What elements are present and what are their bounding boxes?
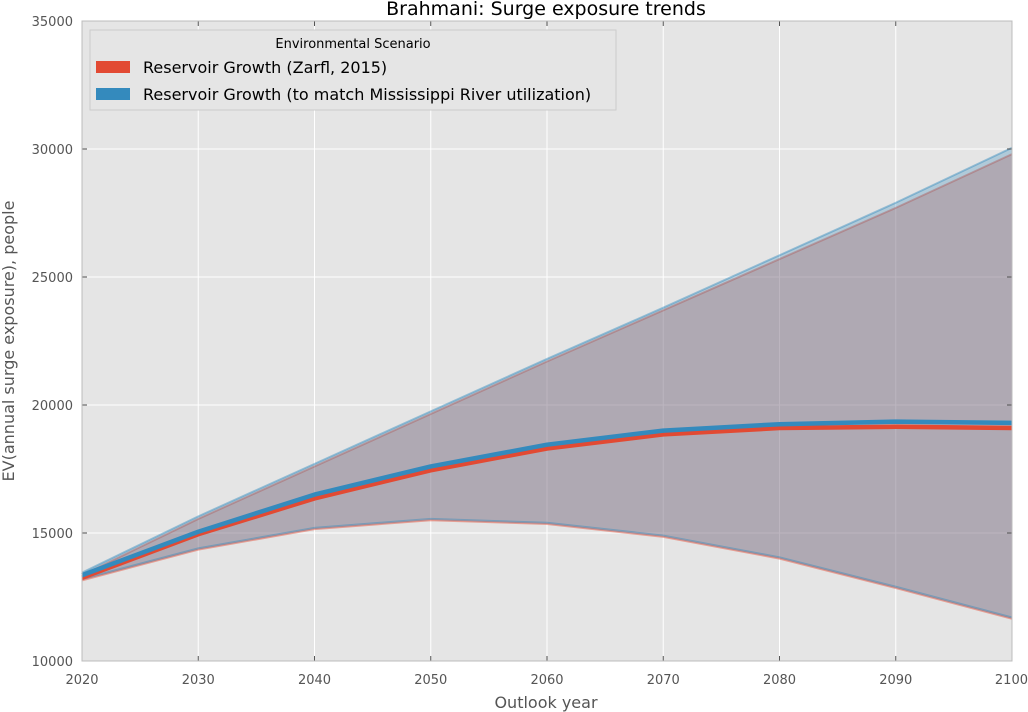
x-tick-label: 2040 xyxy=(298,673,331,688)
x-tick-label: 2070 xyxy=(647,673,680,688)
series-line-0 xyxy=(81,424,1013,580)
confidence-band-0 xyxy=(82,154,1012,619)
band-lower-edge-1 xyxy=(81,517,1013,619)
y-tick-label: 25000 xyxy=(32,271,73,286)
plot-frame xyxy=(81,20,1013,662)
x-axis-label: Outlook year xyxy=(494,693,598,712)
legend-label-mississippi: Reservoir Growth (to match Mississippi R… xyxy=(143,85,591,104)
y-tick-label: 35000 xyxy=(32,15,73,30)
y-tick-label: 15000 xyxy=(32,527,73,542)
legend-title: Environmental Scenario xyxy=(275,37,430,52)
x-tick-label: 2100 xyxy=(995,673,1028,688)
y-tick-label: 10000 xyxy=(32,655,73,670)
band-lower-edge-0 xyxy=(81,519,1013,620)
chart-title: Brahmani: Surge exposure trends xyxy=(386,0,706,20)
x-tick-label: 2020 xyxy=(65,673,98,688)
x-tick-label: 2090 xyxy=(879,673,912,688)
y-tick-label: 30000 xyxy=(32,143,73,158)
series-line-1 xyxy=(81,419,1013,578)
series-lines xyxy=(81,419,1013,580)
x-tick-label: 2050 xyxy=(414,673,447,688)
legend: Environmental Scenario Reservoir Growth … xyxy=(89,29,617,111)
band-upper-edge-1 xyxy=(81,146,1013,574)
x-tick-label: 2080 xyxy=(763,673,796,688)
legend-box xyxy=(89,29,617,111)
legend-swatch-zarfl xyxy=(96,61,130,73)
x-tick-label: 2060 xyxy=(530,673,563,688)
y-tick-label: 20000 xyxy=(32,399,73,414)
axis-ticks: 2020 2030 2040 2050 2060 2070 2080 2090 2100 1000… xyxy=(32,15,1028,688)
band-upper-edge-0 xyxy=(81,153,1013,577)
legend-label-zarfl: Reservoir Growth (Zarfl, 2015) xyxy=(143,58,387,77)
legend-swatch-mississippi xyxy=(96,88,130,100)
y-axis-label: EV(annual surge exposure), people xyxy=(0,201,18,482)
x-tick-label: 2030 xyxy=(182,673,215,688)
